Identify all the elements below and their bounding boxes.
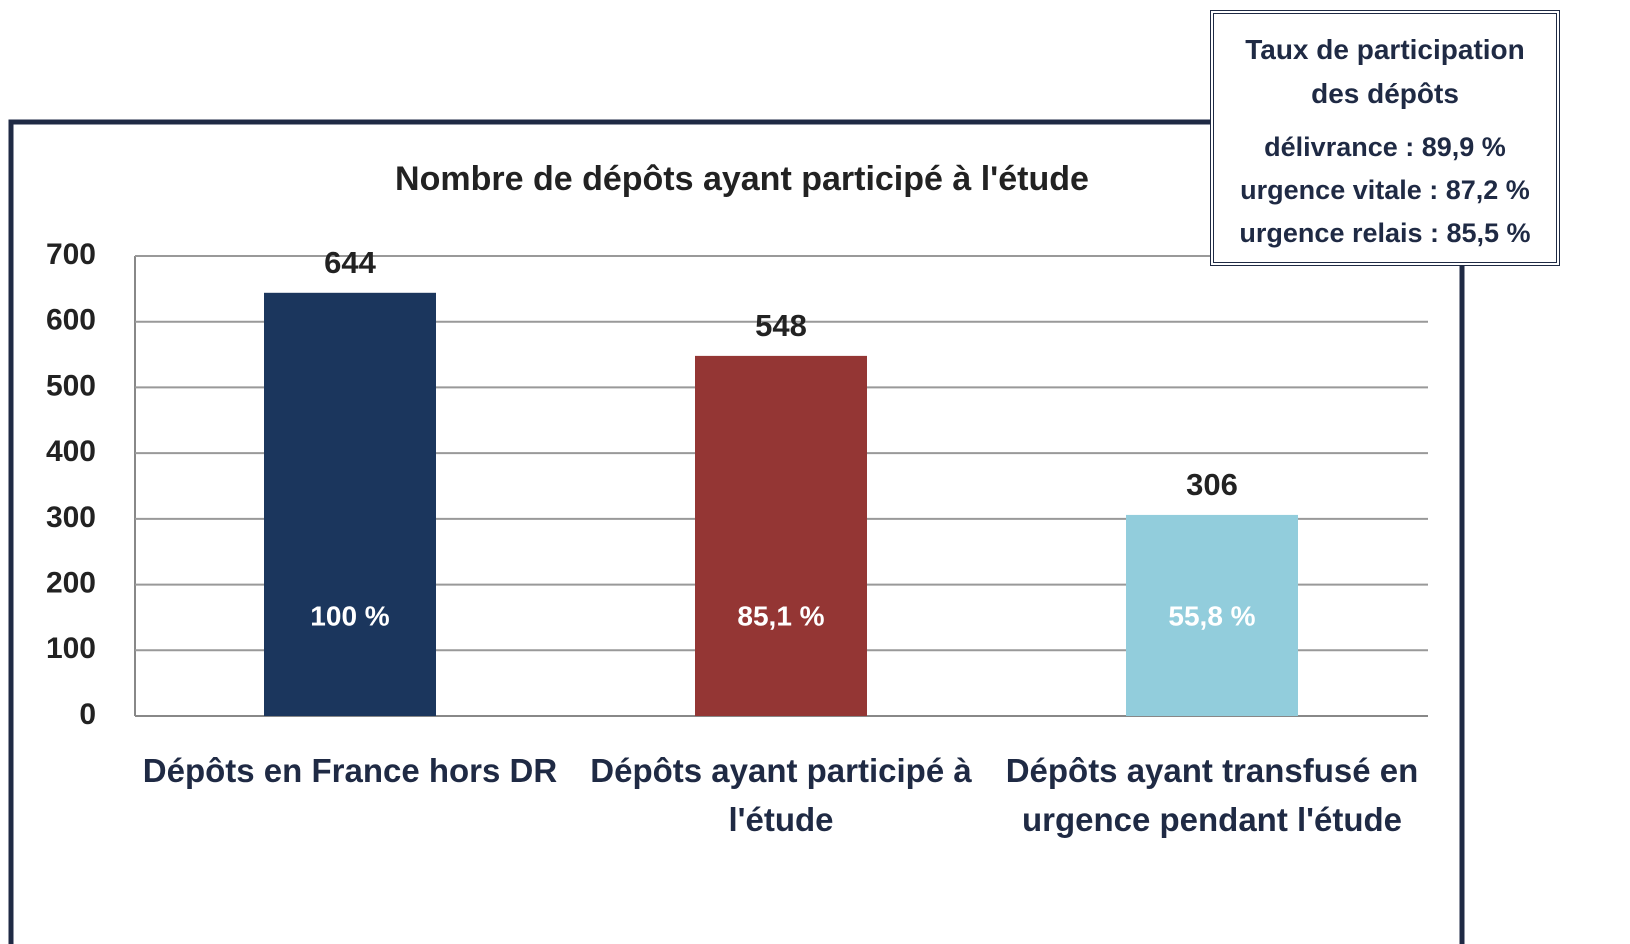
y-tick-label: 500 [46,369,96,402]
info-box: Taux de participation des dépôts délivra… [1210,10,1560,266]
x-tick-label: Dépôts ayant transfusé en urgence pendan… [1005,752,1419,838]
value-label: 306 [1186,467,1238,502]
info-line: urgence relais : 85,5 % [1239,218,1531,248]
info-line: urgence vitale : 87,2 % [1240,175,1530,205]
info-line: délivrance : 89,9 % [1264,132,1506,162]
y-tick-label: 0 [79,698,96,731]
y-tick-label: 200 [46,566,96,599]
chart-title: Nombre de dépôts ayant participé à l'étu… [395,160,1089,198]
bar-annotation: 100 % [310,600,389,631]
bar [1126,514,1298,716]
bar [695,355,867,716]
y-tick-label: 100 [46,632,96,665]
y-tick-label: 400 [46,435,96,468]
value-label: 644 [324,245,376,280]
x-tick-label: Dépôts ayant participé à l'étude [590,752,972,838]
bar-annotation: 85,1 % [737,600,824,631]
y-tick-label: 300 [46,501,96,534]
bar-annotation: 55,8 % [1168,600,1255,631]
bar [264,292,436,716]
x-tick-label: Dépôts en France hors DR [142,752,558,789]
value-label: 548 [755,308,807,343]
chart-frame [8,119,1465,944]
info-title: Taux de participation des dépôts [1245,34,1525,109]
y-tick-label: 700 [46,238,96,271]
y-tick-label: 600 [46,304,96,337]
